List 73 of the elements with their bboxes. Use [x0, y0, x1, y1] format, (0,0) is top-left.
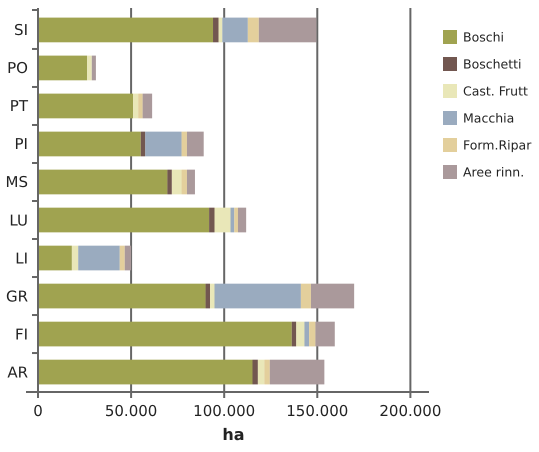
bar — [167, 170, 172, 194]
y-tick-label: PO — [7, 59, 28, 78]
bar — [310, 284, 354, 308]
y-tick-label: LU — [9, 211, 28, 230]
bar — [300, 284, 311, 308]
legend-label: Boschetti — [463, 56, 522, 72]
bar — [145, 132, 182, 156]
bar — [133, 94, 138, 118]
bar — [124, 246, 132, 270]
bar — [142, 94, 152, 118]
bar — [186, 132, 204, 156]
bar — [182, 132, 187, 156]
bar — [315, 322, 335, 346]
bar — [213, 18, 219, 42]
y-tick-label: AR — [7, 363, 28, 382]
bar — [309, 322, 316, 346]
bar — [38, 208, 210, 232]
x-tick-label: 100.000 — [193, 402, 256, 420]
legend-label: Cast. Frutt — [463, 83, 528, 98]
x-tick-label: 0 — [33, 402, 43, 420]
x-tick-label: 150.000 — [286, 402, 348, 420]
bar — [210, 284, 215, 308]
bar — [38, 284, 206, 308]
bar — [38, 170, 168, 194]
bar — [258, 360, 264, 384]
bar — [214, 208, 231, 232]
y-tick-label: GR — [6, 287, 28, 306]
legend-label: Macchia — [463, 110, 514, 126]
bar — [140, 132, 146, 156]
bar — [234, 208, 238, 232]
bar — [206, 284, 210, 308]
y-tick-label: PT — [10, 97, 29, 116]
bar — [264, 360, 270, 384]
bar — [38, 94, 134, 118]
bar — [38, 18, 214, 42]
bar — [296, 322, 304, 346]
bar — [252, 360, 258, 384]
bar — [209, 208, 215, 232]
bar — [172, 170, 182, 194]
y-tick-label: PI — [14, 135, 28, 154]
bar — [87, 56, 92, 80]
bar — [238, 208, 246, 232]
bar — [38, 246, 72, 270]
bar — [38, 132, 141, 156]
bar — [120, 246, 125, 270]
bar — [186, 170, 195, 194]
x-tick-label: 200.000 — [379, 402, 442, 420]
legend-label: Aree rinn. — [463, 164, 524, 180]
y-tick-label: MS — [6, 173, 28, 192]
legend-label: Form.Ripar — [463, 137, 532, 152]
bar — [38, 56, 88, 80]
bar — [258, 18, 316, 42]
y-tick-label: SI — [14, 21, 28, 40]
bar — [248, 18, 259, 42]
bar — [222, 18, 248, 42]
bar — [72, 246, 78, 270]
bar — [292, 322, 296, 346]
bar — [230, 208, 234, 232]
bar — [182, 170, 187, 194]
bar — [218, 18, 222, 42]
bar — [270, 360, 324, 384]
x-axis-title: ha — [222, 425, 245, 444]
bar — [214, 284, 301, 308]
y-tick-label: FI — [14, 325, 28, 344]
bar — [38, 360, 252, 384]
bar — [138, 94, 143, 118]
legend-label: Boschi — [463, 29, 504, 44]
bar — [304, 322, 310, 346]
y-tick-label: LI — [15, 249, 28, 268]
bar — [92, 56, 96, 80]
bar — [38, 322, 292, 346]
bar — [78, 246, 120, 270]
x-tick-label: 50.000 — [104, 402, 158, 420]
